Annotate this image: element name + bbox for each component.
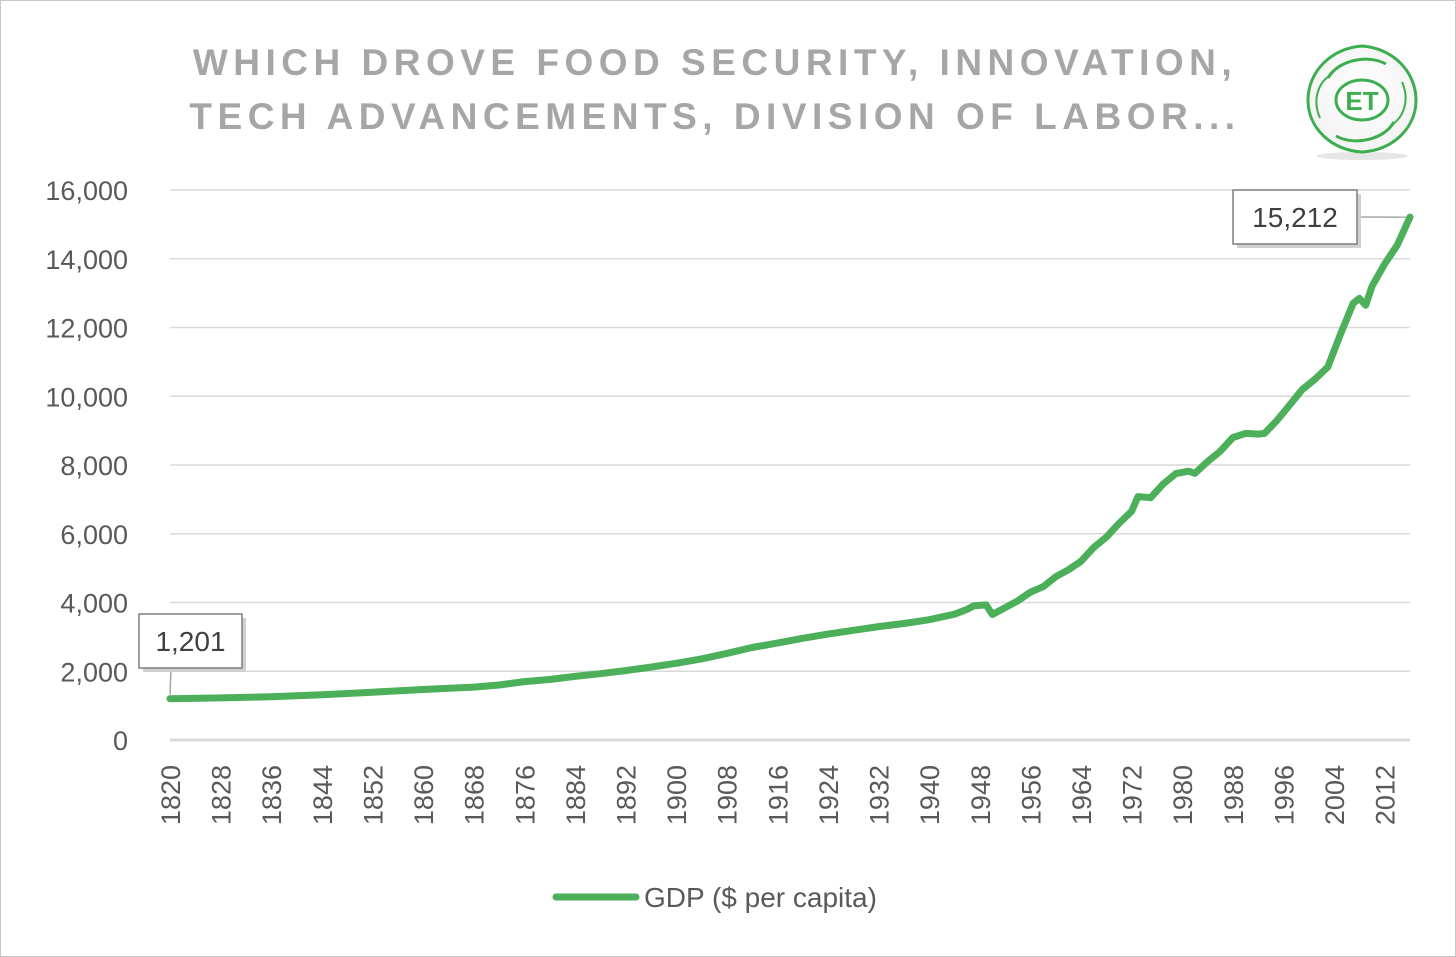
x-tick-label: 1892 — [612, 765, 642, 825]
series-layer — [166, 213, 1414, 703]
series-line-gdp — [166, 213, 1414, 703]
x-tick-label: 1972 — [1118, 765, 1148, 825]
y-tick-label: 6,000 — [60, 520, 128, 550]
x-tick-label: 1852 — [358, 765, 388, 825]
x-tick-label: 1876 — [510, 765, 540, 825]
x-tick-label: 2012 — [1371, 765, 1401, 825]
gridlines — [170, 189, 1410, 672]
data-label: 15,212 — [1252, 202, 1338, 233]
callout-leader — [169, 667, 172, 695]
et-logo: ET — [1306, 44, 1418, 160]
chart-title: WHICH DROVE FOOD SECURITY, INNOVATION, T… — [150, 36, 1280, 144]
y-tick-label: 10,000 — [45, 382, 128, 412]
chart-title-line-2: TECH ADVANCEMENTS, DIVISION OF LABOR... — [189, 96, 1241, 137]
x-axis: 1820 1828 1836 1844 1852 1860 1868 1876 1884 1892… — [156, 738, 1410, 825]
y-tick-label: 12,000 — [45, 314, 128, 344]
x-tick-label: 1996 — [1269, 765, 1299, 825]
x-tick-label: 1964 — [1067, 765, 1097, 825]
svg-text:ET: ET — [1345, 86, 1378, 116]
annotations: 1,201 15,212 — [138, 189, 1407, 695]
y-tick-label: 2,000 — [60, 657, 128, 687]
callout-box — [138, 613, 243, 669]
x-tick-label: 1860 — [409, 765, 439, 825]
x-tick-label: 1916 — [763, 765, 793, 825]
x-tick-label: 1932 — [865, 765, 895, 825]
x-tick-label: 1940 — [915, 765, 945, 825]
y-tick-label: 8,000 — [60, 451, 128, 481]
legend: GDP ($ per capita) — [552, 882, 877, 913]
x-tick-label: 1868 — [460, 765, 490, 825]
y-tick-label: 4,000 — [60, 589, 128, 619]
x-tick-label: 1884 — [561, 765, 591, 825]
chart-title-line-1: WHICH DROVE FOOD SECURITY, INNOVATION, — [192, 42, 1238, 83]
x-tick-label: 2004 — [1320, 765, 1350, 825]
legend-label: GDP ($ per capita) — [644, 882, 877, 913]
data-label: 1,201 — [155, 626, 225, 657]
x-tick-label: 1980 — [1168, 765, 1198, 825]
x-tick-label: 1820 — [156, 765, 186, 825]
x-tick-label: 1836 — [257, 765, 287, 825]
y-tick-label: 14,000 — [45, 245, 128, 275]
x-tick-label: 1956 — [1016, 765, 1046, 825]
x-tick-label: 1900 — [662, 765, 692, 825]
y-axis: 0 2,000 4,000 6,000 8,000 10,000 12,000 14,000 1… — [45, 176, 128, 756]
x-tick-label: 1948 — [966, 765, 996, 825]
x-tick-label: 1988 — [1219, 765, 1249, 825]
x-tick-label: 1924 — [814, 765, 844, 825]
y-tick-label: 0 — [113, 726, 128, 756]
x-tick-label: 1908 — [713, 765, 743, 825]
x-tick-label: 1828 — [207, 765, 237, 825]
callout-box — [1232, 189, 1358, 245]
x-tick-label: 1844 — [308, 765, 338, 825]
y-tick-label: 16,000 — [45, 176, 128, 206]
